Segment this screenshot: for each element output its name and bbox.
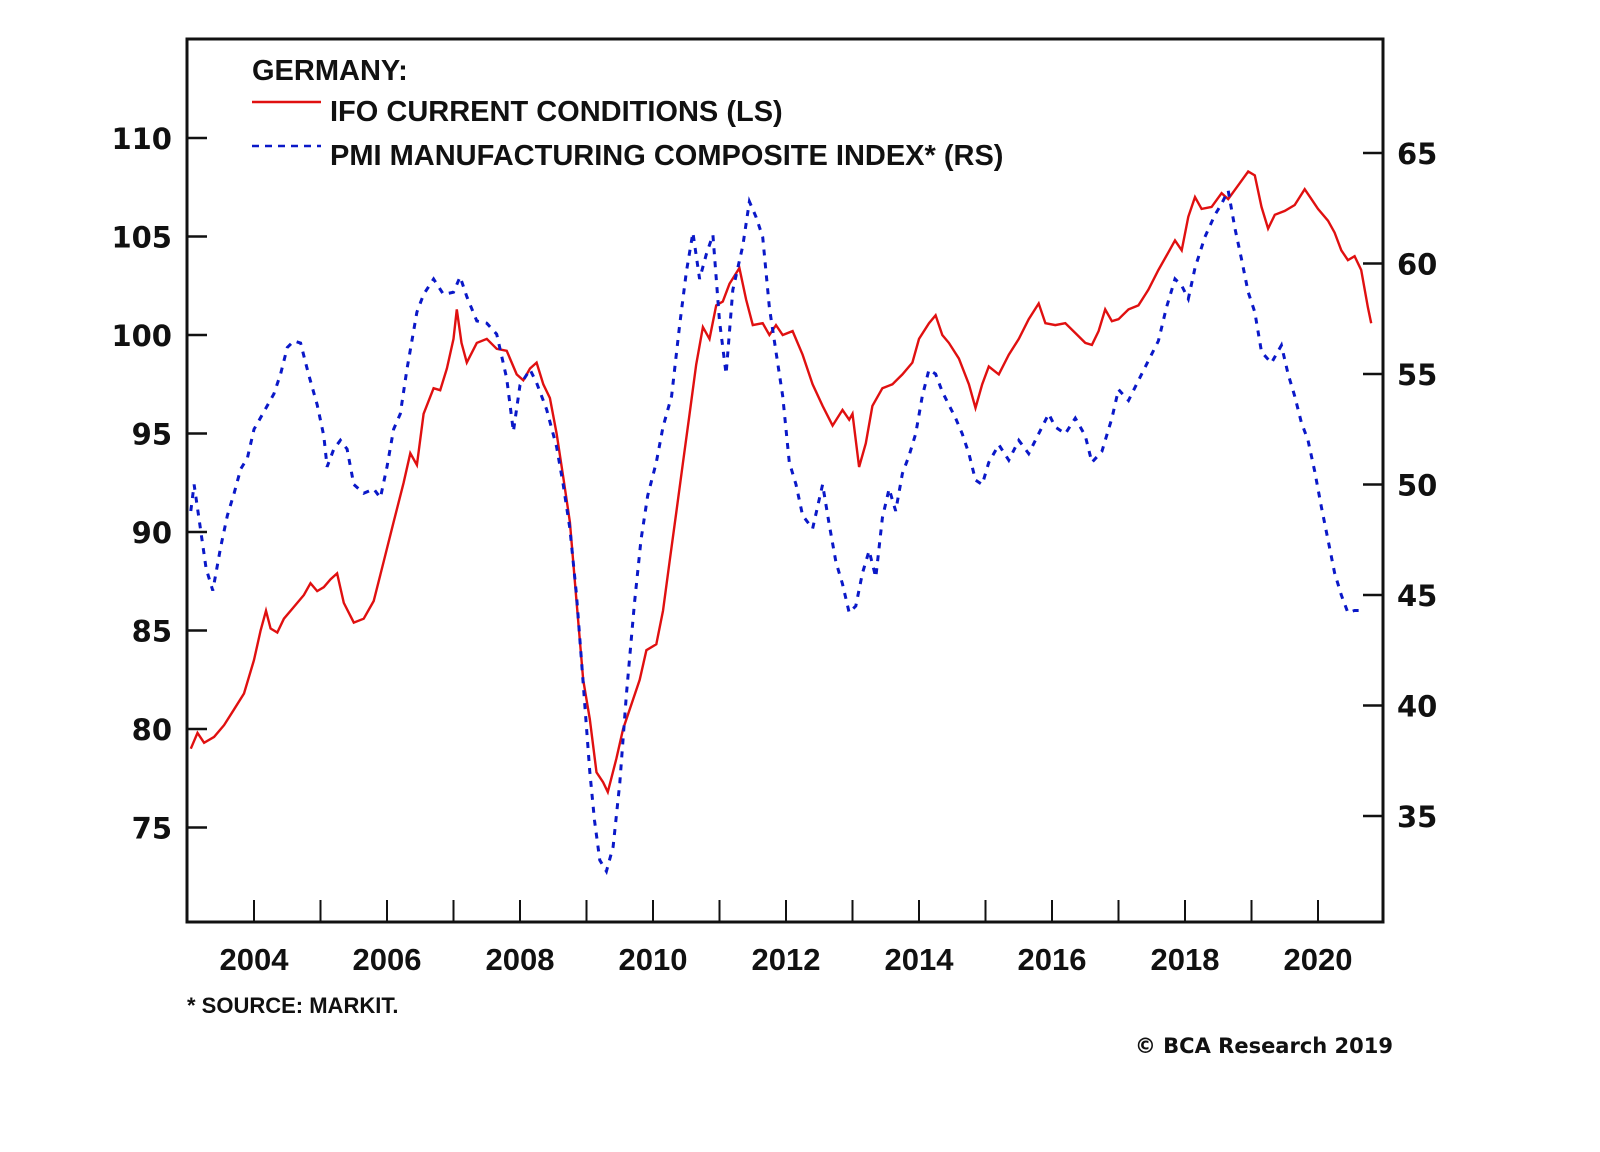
x-axis-tick-label: 2016 [1018,942,1087,977]
right-axis-tick-label: 65 [1397,137,1437,171]
left-axis-tick-label: 80 [132,713,172,747]
x-axis-tick-label: 2008 [486,942,555,977]
x-axis-tick-label: 2012 [752,942,821,977]
left-axis-tick-label: 100 [111,319,172,353]
source-footnote: * SOURCE: MARKIT. [187,993,398,1018]
left-axis-tick-label: 90 [132,516,172,550]
x-axis-tick-label: 2018 [1151,942,1220,977]
x-axis-tick-label: 2006 [353,942,422,977]
right-axis-tick-label: 50 [1397,469,1437,503]
x-axis-tick-label: 2010 [619,942,688,977]
pmi-manufacturing-composite-line [189,185,1362,876]
right-axis-tick-label: 55 [1397,358,1437,392]
legend: GERMANY: IFO CURRENT CONDITIONS (LS) PMI… [252,55,1003,172]
right-axis-tick-label: 45 [1397,579,1437,613]
x-axis-tick-label: 2020 [1284,942,1353,977]
right-axis-tick-label: 60 [1397,248,1437,282]
ifo-current-conditions-line [189,169,1373,796]
left-axis-tick-label: 110 [111,122,172,156]
legend-heading: GERMANY: [252,55,408,87]
legend-label-pmi: PMI MANUFACTURING COMPOSITE INDEX* (RS) [330,140,1003,172]
axes: 75 80 85 90 95 100 105 110 35 40 45 50 55 60 65 2004 200… [111,37,1437,977]
legend-label-ifo: IFO CURRENT CONDITIONS (LS) [330,96,783,128]
left-axis-tick-label: 85 [132,615,172,649]
left-axis-tick-label: 105 [111,221,172,255]
copyright-note: © BCA Research 2019 [1135,1034,1393,1058]
left-axis-tick-label: 75 [132,812,172,846]
x-axis-tick-label: 2014 [885,942,955,977]
right-axis-tick-label: 35 [1397,800,1437,834]
series-layer [189,169,1373,876]
right-axis-tick-label: 40 [1397,690,1437,724]
x-axis-tick-label: 2004 [220,942,290,977]
left-axis-tick-label: 95 [132,418,172,452]
